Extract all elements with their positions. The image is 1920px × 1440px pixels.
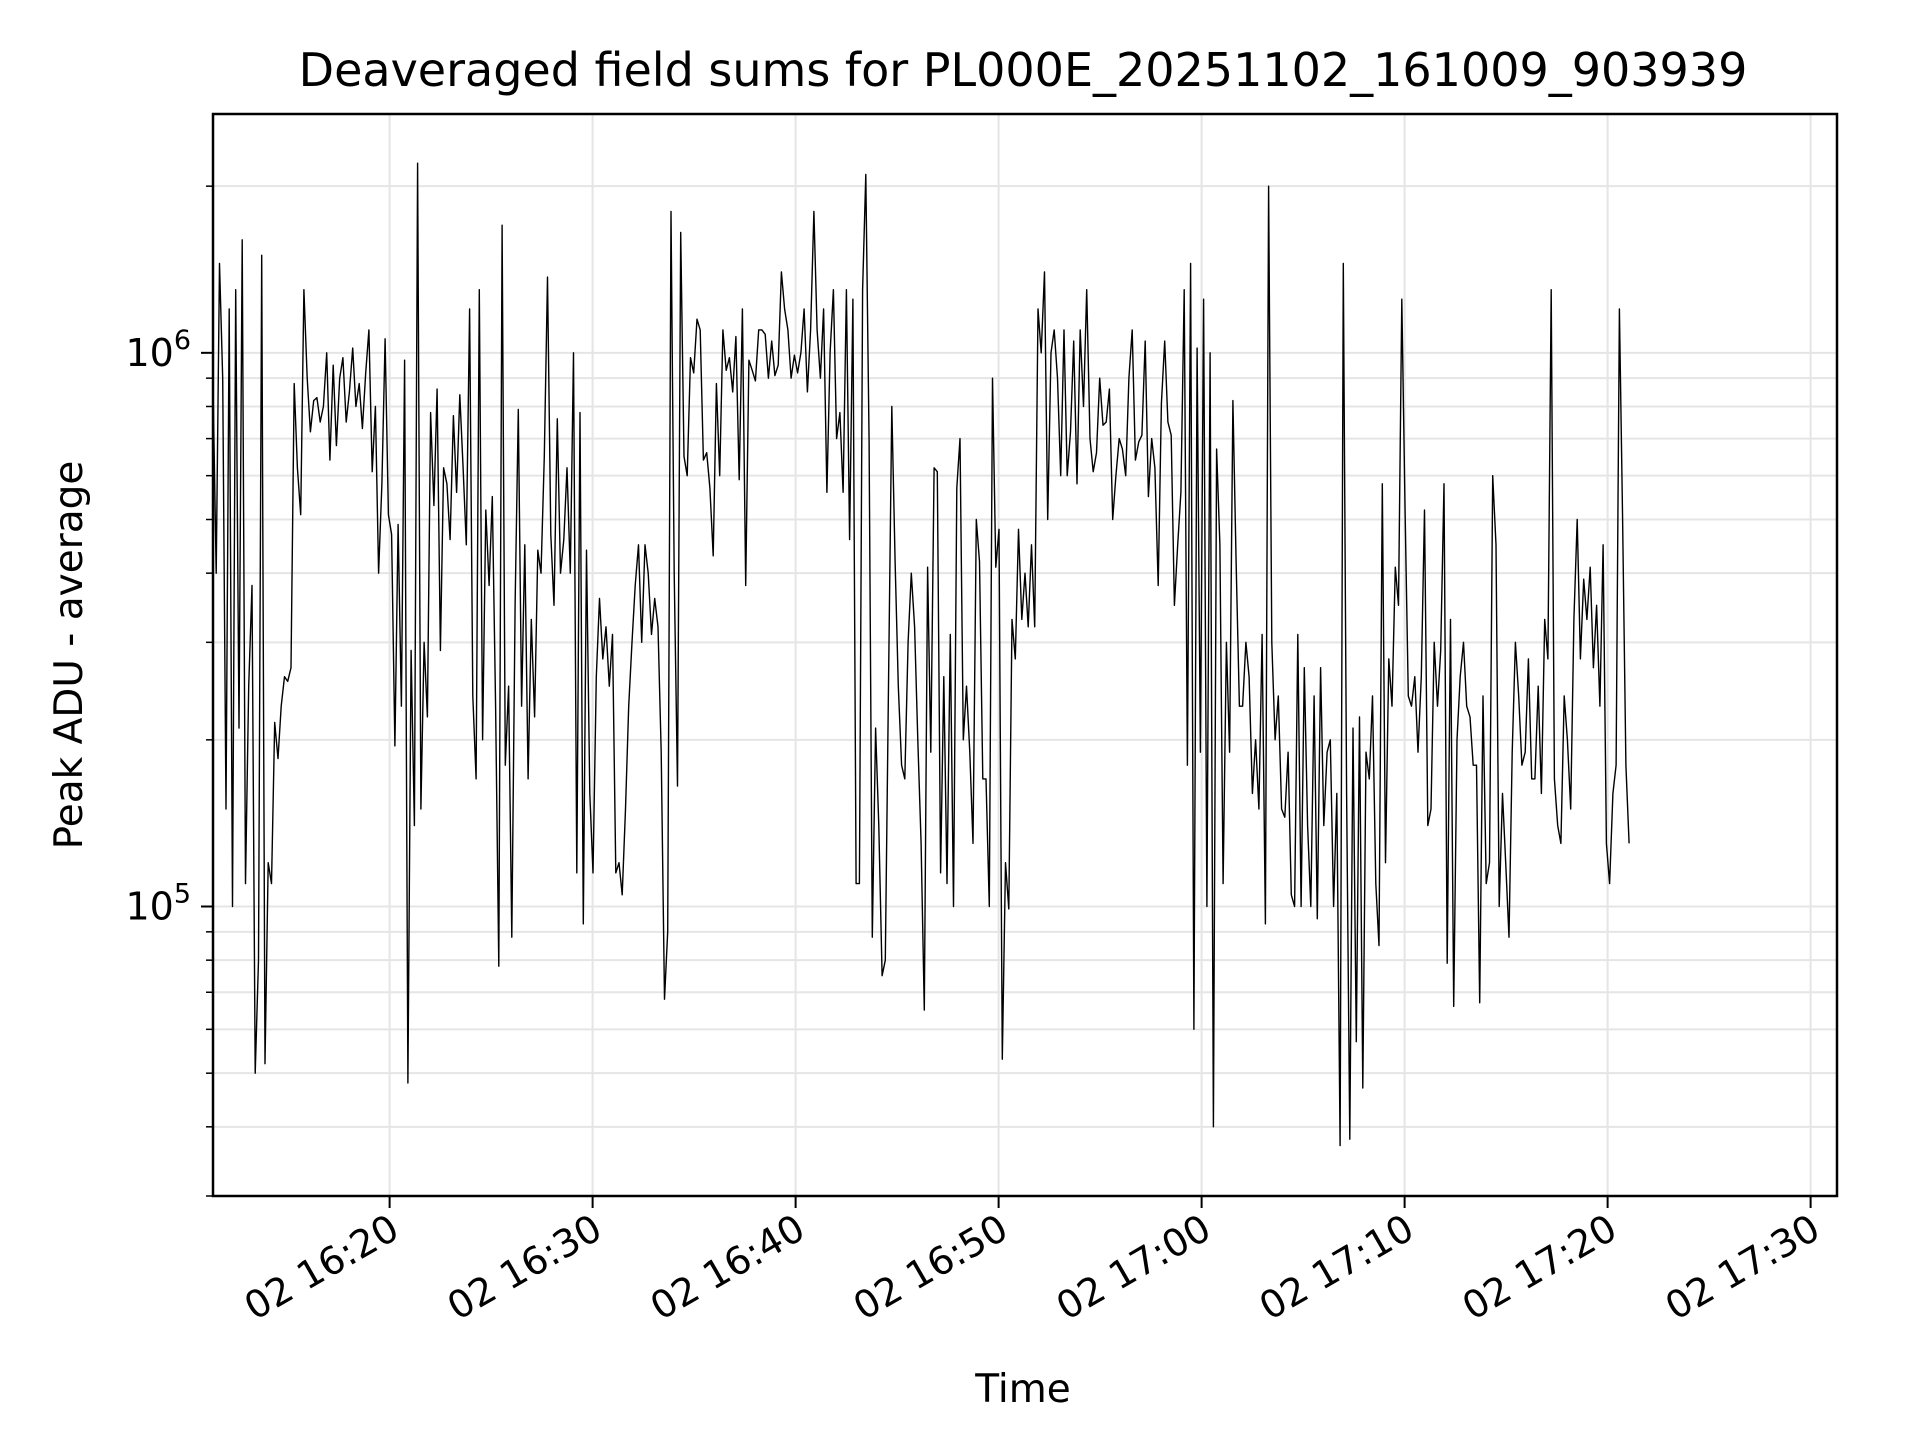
y-tick-label: 106 bbox=[125, 325, 191, 375]
series-group bbox=[212, 162, 1630, 1147]
series-line bbox=[212, 162, 1630, 1147]
chart-title: Deaveraged field sums for PL000E_2025110… bbox=[299, 43, 1748, 97]
plot-frame bbox=[211, 112, 1839, 1198]
x-axis-label: Time bbox=[974, 1367, 1070, 1412]
y-axis-label: Peak ADU - average bbox=[47, 461, 92, 850]
y-tick-label: 105 bbox=[125, 878, 191, 928]
